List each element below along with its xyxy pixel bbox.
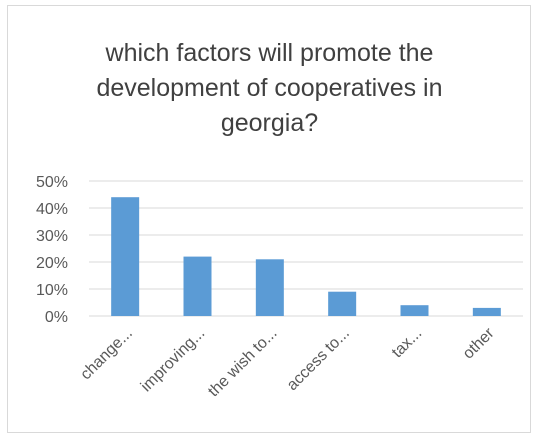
chart-area: [7, 5, 531, 433]
x-category-label: improving...: [138, 325, 209, 396]
x-category-label: change...: [77, 325, 136, 384]
chart-title-line-3: georgia?: [220, 109, 319, 137]
y-tick-label: 10%: [36, 282, 68, 299]
y-tick-label: 40%: [36, 201, 68, 218]
chart-title-line-2: development of cooperatives in: [96, 74, 443, 102]
bar: [400, 305, 429, 316]
bar: [111, 197, 140, 316]
y-tick-label: 20%: [36, 255, 68, 272]
y-tick-label: 30%: [36, 228, 68, 245]
bar: [328, 291, 357, 316]
chart-title-line-1: which factors will promote the: [105, 39, 434, 67]
bar: [255, 259, 284, 316]
bar: [183, 256, 212, 316]
chart-title: which factors will promote the developme…: [0, 36, 539, 141]
x-category-label: tax...: [389, 325, 426, 362]
x-category-label: other: [460, 324, 498, 362]
y-tick-label: 50%: [36, 174, 68, 191]
y-tick-label: 0%: [45, 309, 68, 326]
bar: [472, 307, 501, 316]
x-category-label: the wish to...: [205, 325, 281, 401]
x-category-label: access to...: [284, 325, 353, 394]
